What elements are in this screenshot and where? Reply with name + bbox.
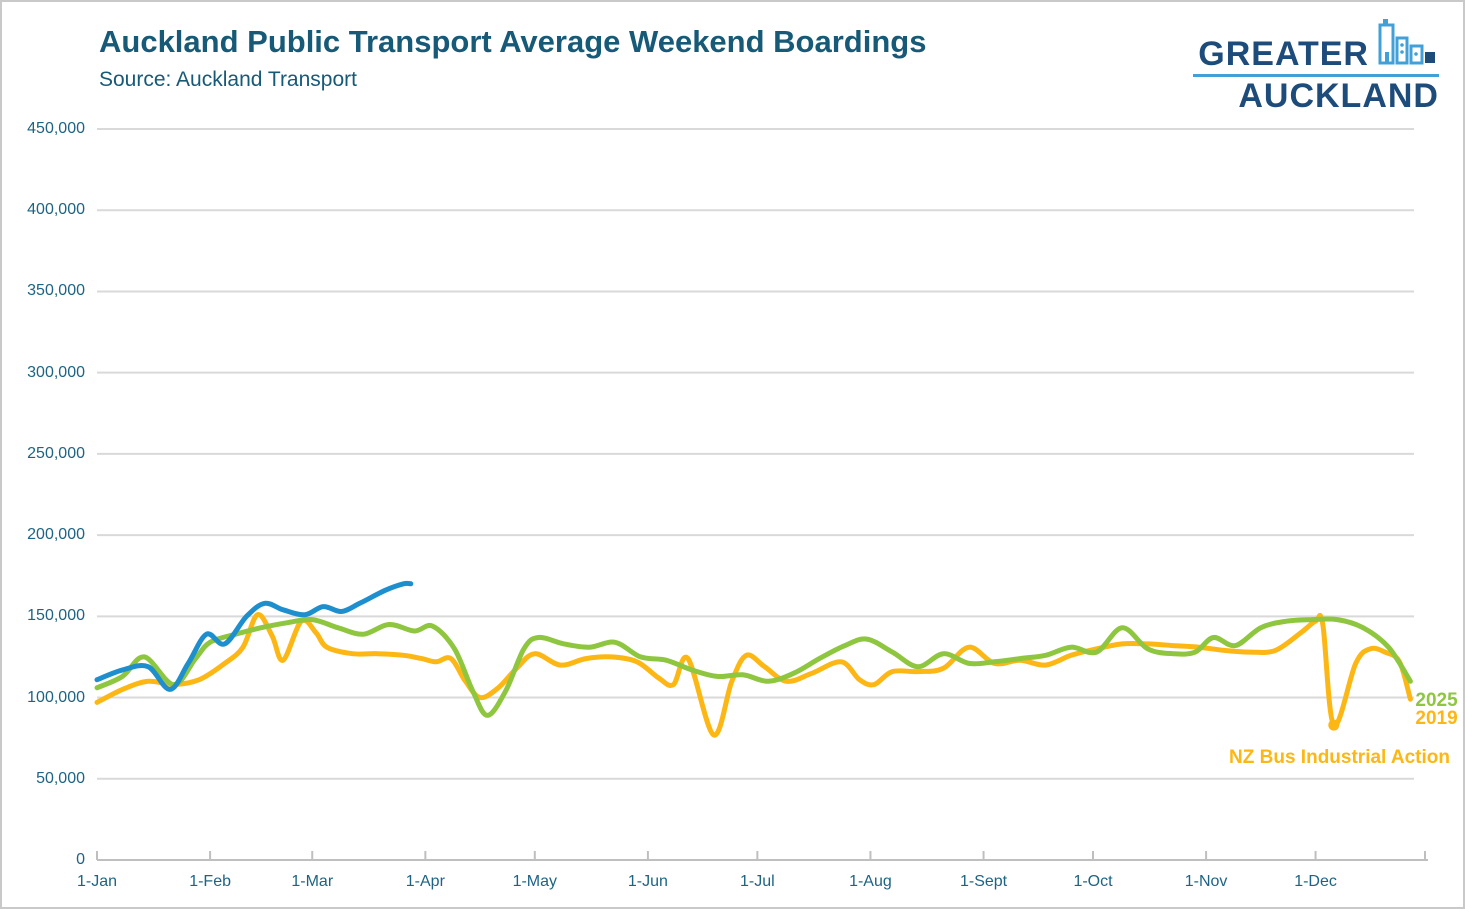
x-axis-label: 1-Sept (959, 873, 1008, 890)
y-axis-label: 350,000 (27, 282, 85, 300)
series-year-2019-line (94, 612, 1413, 738)
x-axis-label: 1-Dec (1294, 873, 1337, 890)
chart-source-subtitle: Source: Auckland Transport (99, 68, 357, 91)
annotation-marker-dot (1328, 719, 1340, 731)
y-axis-label: 100,000 (27, 688, 85, 706)
x-axis-label: 1-May (512, 873, 558, 890)
y-axis-label: 400,000 (27, 201, 85, 219)
annotation-nz-bus-industrial-action: NZ Bus Industrial Action (1229, 747, 1450, 768)
y-axis-label: 200,000 (27, 526, 85, 544)
y-axis-label: 50,000 (36, 769, 85, 787)
logo-text-auckland: AUCKLAND (1238, 77, 1439, 115)
y-axis-label: 150,000 (27, 607, 85, 625)
y-axis-label: 450,000 (27, 120, 85, 137)
x-axis-label: 1-Oct (1073, 873, 1113, 890)
logo-underline (1193, 74, 1439, 77)
x-axis-label: 1-Aug (849, 873, 892, 890)
x-axis-label: 1-Mar (291, 873, 334, 890)
logo-text-greater: GREATER (1198, 35, 1369, 73)
y-axis-label: 250,000 (27, 444, 85, 462)
x-axis-label: 1-Apr (405, 873, 445, 890)
series-year-2025-line (94, 616, 1413, 718)
x-axis-label: 1-Nov (1184, 873, 1228, 890)
series-end-label-year-2025: 2025 (1415, 690, 1458, 712)
x-axis-label: 1-Feb (189, 873, 231, 890)
greater-auckland-logo: GREATER AUCKLAND (1193, 16, 1439, 113)
series-blue-partial-year-line (94, 580, 414, 692)
x-axis-label: 1-Jan (76, 873, 118, 890)
logo-row-top: GREATER (1198, 16, 1439, 71)
x-axis-label: 1-Jul (740, 873, 775, 890)
city-skyline-icon (1375, 16, 1439, 71)
y-axis-label: 300,000 (27, 363, 85, 381)
page-title: Auckland Public Transport Average Weeken… (99, 24, 927, 59)
x-axis-label: 1-Jun (627, 873, 668, 890)
y-axis-label: 0 (76, 851, 85, 868)
series-end-label-year-2019: 2019 (1415, 708, 1458, 730)
